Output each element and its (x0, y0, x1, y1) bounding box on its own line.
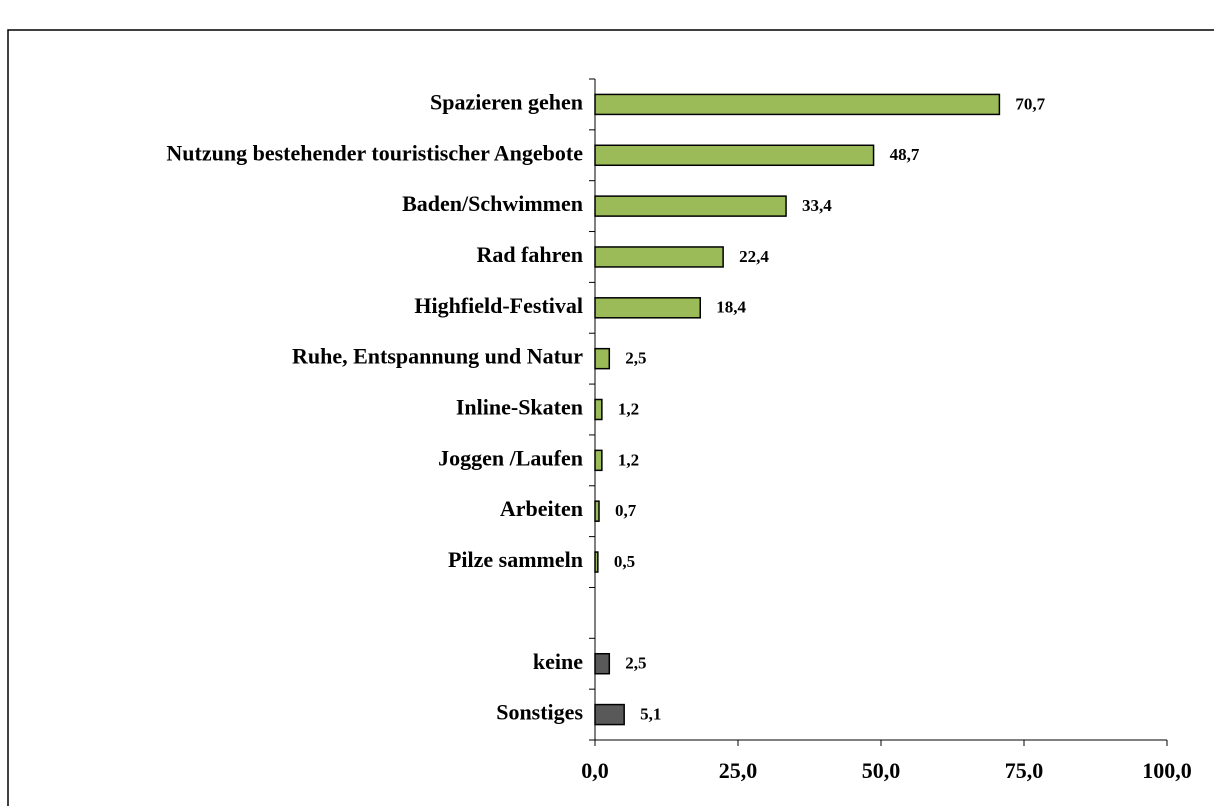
value-label: 18,4 (716, 298, 746, 317)
value-label: 2,5 (625, 654, 646, 673)
y-tick-label: Joggen /Laufen (438, 445, 583, 470)
value-label: 48,7 (890, 145, 920, 164)
x-tick-label: 75,0 (1005, 758, 1044, 783)
y-tick-label: Highfield-Festival (414, 293, 583, 318)
bar (594, 449, 603, 472)
x-tick-label: 25,0 (719, 758, 758, 783)
bar (594, 652, 611, 675)
value-label: 22,4 (739, 247, 769, 266)
bar (594, 297, 701, 319)
y-tick-label: Arbeiten (500, 496, 583, 521)
y-tick-label: Inline-Skaten (456, 395, 583, 420)
value-label: 2,5 (625, 349, 646, 368)
value-label: 0,5 (614, 552, 635, 571)
y-tick-label: Baden/Schwimmen (402, 191, 583, 216)
bar (594, 703, 625, 726)
bar (594, 347, 611, 370)
value-label: 1,2 (618, 450, 639, 469)
bar (594, 551, 599, 573)
bar (594, 93, 1001, 116)
y-tick-label: Rad fahren (476, 242, 583, 267)
y-tick-label: Spazieren gehen (430, 89, 583, 114)
y-tick-label: Pilze sammeln (448, 547, 583, 572)
value-label: 5,1 (640, 704, 661, 723)
y-tick-label: Sonstiges (496, 700, 583, 725)
y-tick-label: Nutzung bestehender touristischer Angebo… (166, 140, 583, 165)
value-label: 33,4 (802, 196, 832, 215)
x-tick-label: 100,0 (1142, 758, 1192, 783)
bar (594, 500, 600, 522)
x-tick-label: 0,0 (581, 758, 609, 783)
y-tick-label: keine (533, 649, 583, 674)
value-label: 70,7 (1015, 94, 1045, 113)
value-label: 1,2 (618, 399, 639, 418)
bar (594, 144, 875, 167)
bar (594, 398, 603, 421)
value-label: 0,7 (615, 501, 637, 520)
chart-frame (7, 29, 1214, 806)
bar (594, 246, 724, 268)
x-tick-label: 50,0 (862, 758, 901, 783)
bar (594, 195, 787, 217)
y-tick-label: Ruhe, Entspannung und Natur (292, 344, 583, 369)
